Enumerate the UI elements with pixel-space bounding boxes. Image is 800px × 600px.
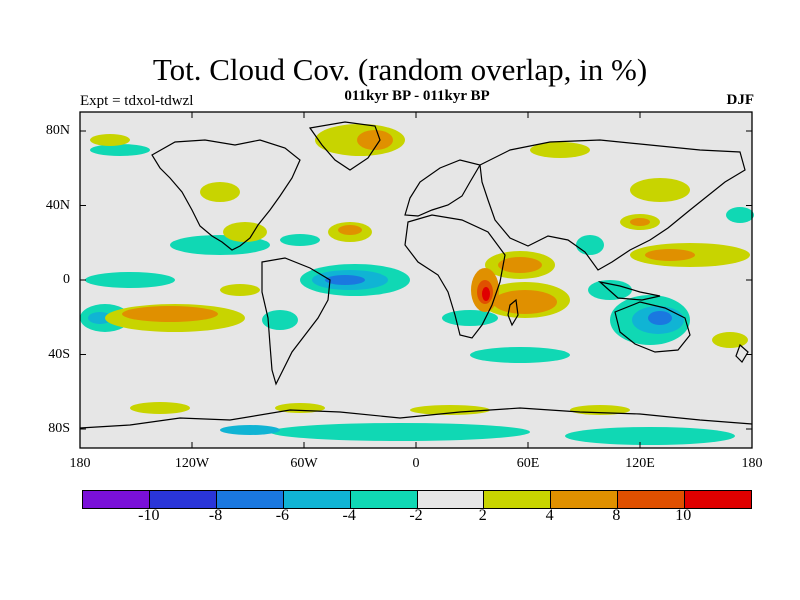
colorbar-label: -10 [138,507,160,524]
anomaly-patch [325,275,365,285]
colorbar-swatch [417,491,485,508]
anomaly-patch [498,257,542,273]
anomaly-patch [357,130,393,150]
anomaly-patch [588,280,632,300]
coastline-new-zealand [735,343,749,363]
colorbar-label: 4 [545,507,554,524]
colorbar-swatch [216,491,284,508]
anomaly-patch [220,284,260,296]
coastline-europe [404,159,481,217]
anomaly-patch [442,310,498,326]
colorbar-label: -4 [342,507,356,524]
coastline-indonesia [597,280,661,301]
colorbar-swatch [618,491,686,508]
anomaly-patch [630,178,690,202]
coastline-antarctica [79,407,753,429]
colorbar-label: 8 [612,507,621,524]
colorbar-label: -6 [275,507,290,524]
y-tick-label: 80S [48,421,70,436]
colorbar [82,490,752,509]
x-tick-label: 0 [412,456,420,471]
colorbar-swatch [350,491,418,508]
coastline-australia [614,301,691,353]
anomaly-patch [90,144,150,156]
colorbar-label: -8 [208,507,223,524]
x-tick-label: 60E [516,456,540,471]
anomaly-patch [280,234,320,246]
y-tick-label: 40S [48,346,70,362]
colorbar-swatch [149,491,217,508]
coastline-asia [479,139,746,271]
anomaly-patch [470,347,570,363]
coastline-greenland [308,121,381,171]
experiment-label: Expt = tdxol-tdwzl [80,93,194,109]
anomaly-patch [262,310,298,330]
anomaly-patch [88,312,112,324]
anomaly-patch [648,311,672,325]
anomaly-patch [530,142,590,158]
map-subtitle: 011kyr BP - 011kyr BP [344,88,490,104]
anomaly-patch [122,306,218,322]
colorbar-label: -2 [409,507,423,524]
anomaly-patch [90,134,130,146]
anomaly-patch [645,249,695,261]
colorbar-swatch [83,491,150,508]
anomaly-patch [493,290,557,314]
season-label: DJF [726,92,755,108]
x-tick-label: 180 [741,456,763,471]
coastlines [79,121,753,429]
anomaly-patch [200,182,240,202]
anomaly-patch [712,332,748,348]
anomaly-patch [223,222,267,242]
colorbar-swatch [551,491,619,508]
anomaly-patch [220,425,280,435]
x-tick-label: 180 [69,456,91,471]
x-tick-label: 60W [290,456,318,471]
map-background [80,112,752,448]
anomaly-patches [80,124,754,445]
colorbar-label: 10 [675,507,692,524]
y-tick-label: 0 [63,272,70,287]
anomaly-patch [576,235,604,255]
anomaly-patch [130,402,190,414]
anomaly-patch [85,272,175,288]
anomaly-patch [482,287,490,301]
colorbar-swatch [685,491,752,508]
x-tick-label: 120W [174,456,210,471]
x-tick-label: 120E [625,456,655,471]
anomaly-patch [410,405,490,415]
anomaly-patch [565,427,735,445]
colorbar-label: 2 [478,507,487,524]
coastline-africa [404,214,506,339]
colorbar-swatch [484,491,552,508]
anomaly-patch [338,225,362,235]
colorbar-swatch [283,491,351,508]
y-tick-label: 40N [45,197,70,213]
coastline-north-america [151,139,301,251]
anomaly-patch [630,218,650,226]
map-title: Tot. Cloud Cov. (random overlap, in %) [152,52,648,87]
coastline-madagascar [507,298,519,327]
y-tick-label: 80N [45,123,70,138]
coastline-south-america [261,257,331,386]
anomaly-patch [270,423,530,441]
anomaly-patch [726,207,754,223]
